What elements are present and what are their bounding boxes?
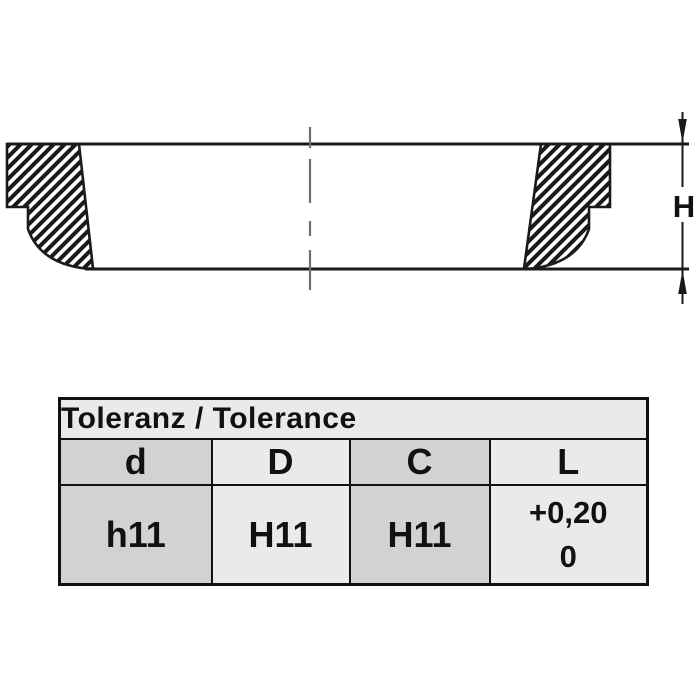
col-header-C: C xyxy=(348,438,491,486)
dimension-label-h: H xyxy=(673,189,695,224)
value-L: +0,20 0 xyxy=(488,484,649,586)
table-value-row: h11 H11 H11 +0,20 0 xyxy=(58,484,649,586)
col-header-L: L xyxy=(488,438,649,486)
value-d: h11 xyxy=(58,484,213,586)
col-header-d: d xyxy=(58,438,213,486)
left-seal-section xyxy=(5,142,95,270)
height-dimension: H xyxy=(673,112,695,304)
col-header-D: D xyxy=(210,438,351,486)
value-L-lower: 0 xyxy=(559,538,577,574)
value-D: H11 xyxy=(210,484,351,586)
table-title: Toleranz / Tolerance xyxy=(58,397,649,440)
value-C: H11 xyxy=(348,484,491,586)
table-header-row: d D C L xyxy=(58,438,649,486)
arrow-down-icon xyxy=(678,119,687,143)
table-title-row: Toleranz / Tolerance xyxy=(58,397,649,440)
value-L-upper: +0,20 xyxy=(529,494,608,530)
right-seal-section xyxy=(522,142,612,270)
arrow-up-icon xyxy=(678,270,687,294)
tolerance-table: Toleranz / Tolerance d D C L h11 H11 H11… xyxy=(58,397,650,586)
